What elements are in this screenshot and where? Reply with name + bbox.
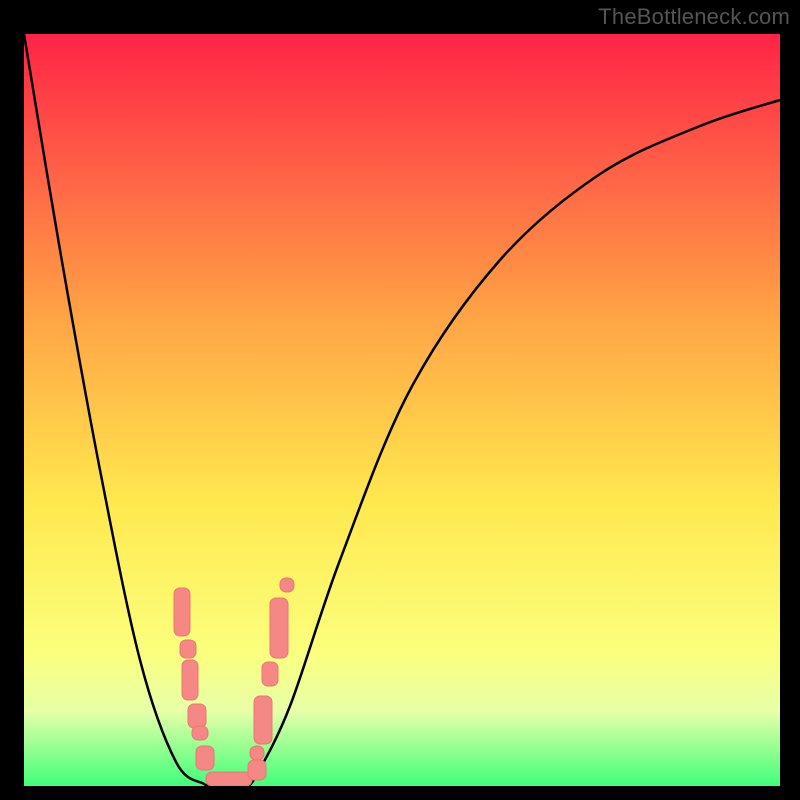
data-marker xyxy=(182,660,198,700)
data-marker xyxy=(192,726,208,740)
data-marker xyxy=(250,746,264,760)
data-marker xyxy=(188,704,206,728)
plot-background xyxy=(24,34,780,786)
data-marker xyxy=(196,746,214,770)
data-marker xyxy=(180,640,196,658)
data-marker xyxy=(174,588,190,636)
data-marker xyxy=(254,696,272,744)
data-marker xyxy=(206,772,252,786)
data-marker xyxy=(248,760,266,780)
bottleneck-chart xyxy=(0,0,800,800)
stage: TheBottleneck.com xyxy=(0,0,800,800)
data-marker xyxy=(270,598,288,658)
watermark-text: TheBottleneck.com xyxy=(598,4,790,30)
data-marker xyxy=(280,578,294,592)
data-marker xyxy=(262,662,278,686)
